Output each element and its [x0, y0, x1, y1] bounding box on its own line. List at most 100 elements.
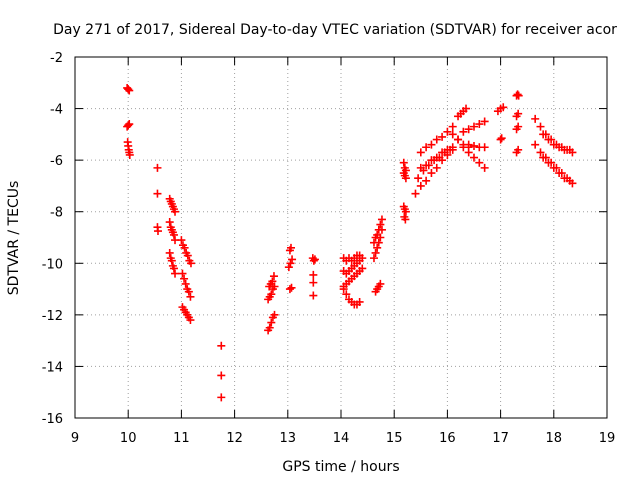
data-point	[267, 318, 276, 327]
data-point	[180, 274, 189, 283]
data-point	[309, 291, 318, 300]
data-point	[555, 169, 564, 178]
data-point	[183, 251, 192, 260]
data-point	[178, 269, 187, 278]
data-point	[270, 310, 279, 319]
data-point	[268, 277, 277, 286]
data-point	[496, 135, 505, 144]
x-tick-label: 16	[439, 431, 456, 446]
data-point	[153, 227, 162, 236]
data-point	[531, 114, 540, 123]
data-point	[475, 120, 484, 129]
data-point	[177, 236, 186, 245]
data-point	[165, 248, 174, 257]
data-point	[171, 269, 180, 278]
data-point	[464, 125, 473, 134]
data-point	[560, 174, 569, 183]
data-point	[284, 263, 293, 272]
chart-title: Day 271 of 2017, Sidereal Day-to-day VTE…	[53, 22, 617, 38]
y-tick-label: -6	[50, 154, 63, 169]
x-tick-label: 18	[546, 431, 563, 446]
data-point	[448, 143, 457, 152]
data-point	[181, 279, 190, 288]
x-axis-label: GPS time / hours	[282, 459, 399, 475]
y-tick-label: -12	[42, 309, 63, 324]
x-tick-label: 10	[120, 431, 137, 446]
data-point	[539, 130, 548, 139]
data-point	[462, 104, 471, 113]
data-point	[565, 176, 574, 185]
data-point	[480, 143, 489, 152]
data-point	[376, 220, 385, 229]
data-point	[358, 254, 367, 263]
data-point	[285, 285, 294, 294]
data-point	[369, 238, 378, 247]
data-point	[422, 143, 431, 152]
data-point	[514, 145, 523, 154]
data-point	[416, 148, 425, 157]
y-tick-label: -16	[42, 412, 63, 427]
data-point	[373, 230, 382, 239]
data-point	[217, 371, 226, 380]
data-point	[443, 127, 452, 136]
x-tick-label: 19	[599, 431, 616, 446]
x-tick-label: 13	[280, 431, 297, 446]
x-tick-label: 17	[492, 431, 509, 446]
data-point	[427, 140, 436, 149]
data-point	[549, 140, 558, 149]
data-point	[499, 103, 508, 112]
data-point	[464, 148, 473, 157]
data-point	[339, 285, 348, 294]
data-point	[374, 225, 383, 234]
data-point	[286, 259, 295, 268]
data-point	[480, 163, 489, 172]
data-point	[186, 316, 195, 325]
data-point	[513, 90, 522, 99]
data-point	[371, 248, 380, 257]
x-tick-label: 11	[173, 431, 190, 446]
data-point	[565, 145, 574, 154]
x-tick-label: 15	[386, 431, 403, 446]
data-point	[269, 272, 278, 281]
data-point	[401, 215, 410, 224]
data-point	[411, 189, 420, 198]
data-point	[443, 145, 452, 154]
data-point	[401, 207, 410, 216]
y-tick-label: -14	[42, 360, 63, 375]
data-point	[369, 254, 378, 263]
y-tick-label: -8	[50, 206, 63, 221]
data-point	[124, 121, 133, 130]
x-axis-ticks: 9 10 11 12 13 14 15 16 17 18 19	[71, 57, 615, 446]
data-point	[454, 135, 463, 144]
data-point	[438, 132, 447, 141]
data-point	[422, 176, 431, 185]
data-point	[355, 297, 364, 306]
data-point	[217, 393, 226, 402]
data-point	[310, 255, 319, 264]
data-point	[432, 135, 441, 144]
data-point	[470, 122, 478, 131]
y-axis-label: SDTVAR / TECUs	[6, 181, 22, 296]
data-point	[125, 150, 134, 159]
data-point	[448, 130, 457, 139]
data-point	[555, 143, 564, 152]
data-point	[459, 143, 468, 152]
data-point	[438, 148, 447, 157]
data-point	[171, 207, 180, 216]
data-point	[416, 181, 425, 190]
data-point	[169, 264, 178, 273]
data-points	[123, 83, 577, 402]
data-point	[427, 156, 436, 165]
y-tick-label: -4	[50, 103, 63, 118]
data-point	[165, 218, 174, 227]
data-point	[416, 163, 425, 172]
data-point	[549, 163, 558, 172]
data-point	[309, 256, 318, 265]
data-point	[536, 148, 545, 157]
data-point	[401, 174, 410, 183]
data-point	[544, 135, 553, 144]
data-point	[186, 292, 195, 301]
data-point	[186, 259, 195, 268]
data-point	[169, 230, 178, 239]
data-point	[288, 255, 297, 264]
